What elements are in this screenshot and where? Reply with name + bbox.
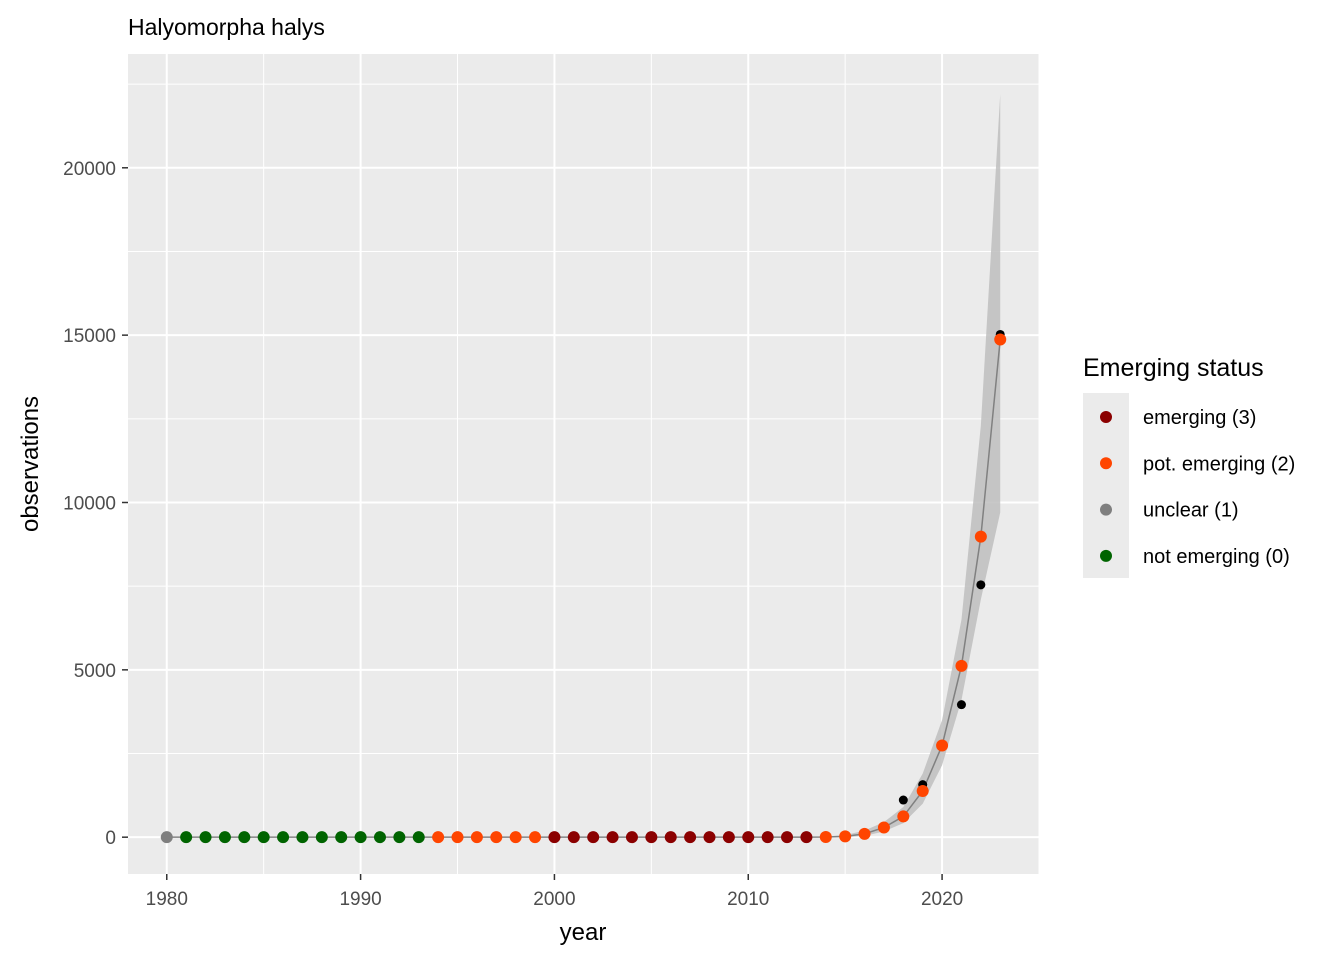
status-point — [625, 831, 638, 844]
status-point — [684, 831, 697, 844]
status-point — [664, 831, 677, 844]
x-axis-title: year — [560, 919, 607, 946]
status-point — [160, 831, 173, 844]
status-point — [548, 831, 561, 844]
status-point — [315, 831, 328, 844]
status-point — [761, 831, 774, 844]
y-tick-label: 15000 — [63, 326, 116, 347]
y-tick-label: 5000 — [74, 661, 116, 682]
x-tick-label: 2010 — [727, 889, 769, 910]
legend-key-background — [1083, 393, 1129, 578]
status-point — [432, 831, 445, 844]
status-point — [606, 831, 619, 844]
x-tick-label: 1990 — [339, 889, 381, 910]
status-point — [839, 830, 852, 843]
y-tick-label: 20000 — [63, 159, 116, 180]
status-point — [296, 831, 309, 844]
status-point — [218, 831, 231, 844]
status-point — [936, 739, 949, 752]
status-point — [994, 333, 1007, 346]
status-point — [529, 831, 542, 844]
status-point — [819, 831, 832, 844]
x-tick-label: 2020 — [921, 889, 963, 910]
status-point — [199, 831, 212, 844]
status-point — [955, 659, 968, 672]
chart-title: Halyomorpha halys — [128, 14, 325, 40]
legend-title: Emerging status — [1083, 354, 1264, 382]
status-point — [470, 831, 483, 844]
observed-point — [956, 700, 966, 710]
status-point — [587, 831, 600, 844]
y-axis-title: observations — [17, 396, 44, 532]
status-point — [412, 831, 425, 844]
status-point — [373, 831, 386, 844]
legend-key — [1100, 549, 1112, 562]
legend: Emerging status emerging (3) pot. emergin… — [1083, 354, 1295, 578]
status-point — [858, 827, 871, 840]
x-tick-label: 2000 — [533, 889, 575, 910]
grid-lines — [128, 54, 1040, 874]
legend-label: emerging (3) — [1143, 407, 1256, 429]
legend-label: unclear (1) — [1143, 500, 1239, 522]
status-point — [393, 831, 406, 844]
legend-label: not emerging (0) — [1143, 546, 1290, 568]
observed-point — [976, 580, 986, 590]
status-point — [490, 831, 503, 844]
status-point — [451, 831, 464, 844]
status-point — [742, 831, 755, 844]
status-point — [180, 831, 193, 844]
legend-key — [1100, 457, 1112, 470]
status-point — [897, 810, 910, 823]
plot-panel — [128, 54, 1039, 874]
status-point — [257, 831, 270, 844]
axes: 1980 1990 2000 2010 2020 0 5000 10000 15000 20000 — [63, 159, 963, 910]
status-point — [781, 831, 794, 844]
status-point — [645, 831, 658, 844]
y-tick-label: 0 — [105, 828, 116, 849]
status-point — [703, 831, 716, 844]
y-tick-label: 10000 — [63, 493, 116, 514]
x-tick-label: 1980 — [146, 889, 188, 910]
status-point — [916, 784, 929, 797]
legend-label: pot. emerging (2) — [1143, 453, 1295, 475]
status-point — [974, 530, 987, 543]
status-point — [800, 831, 813, 844]
status-point — [877, 821, 890, 834]
status-point — [567, 831, 580, 844]
status-point — [722, 831, 735, 844]
observed-point — [898, 795, 908, 805]
status-point — [277, 831, 290, 844]
status-point — [335, 831, 348, 844]
status-point — [354, 831, 367, 844]
legend-key — [1100, 411, 1112, 423]
status-points — [160, 333, 1007, 844]
status-point — [238, 831, 251, 844]
status-point — [509, 831, 522, 844]
legend-key — [1100, 503, 1112, 516]
